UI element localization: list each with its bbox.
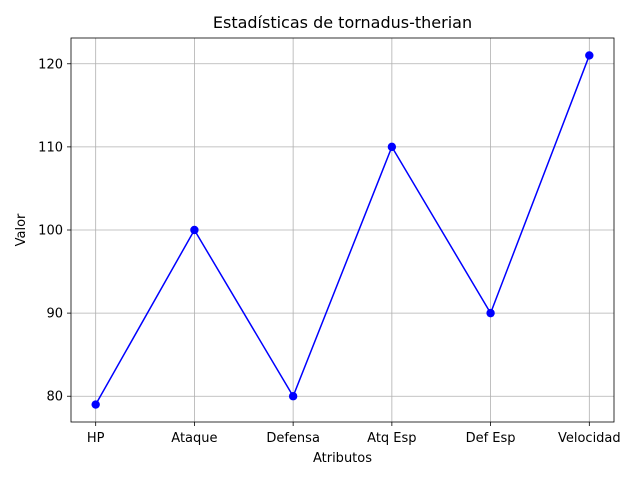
data-point-velocidad <box>585 51 594 60</box>
x-axis-label: Atributos <box>313 451 372 466</box>
x-tick-label: Atq Esp <box>367 431 416 446</box>
ticks: HP Ataque Defensa Atq Esp Def Esp Velocidad 80… <box>38 57 620 446</box>
data-point-def-esp <box>486 308 495 318</box>
y-tick-label: 90 <box>46 307 63 322</box>
x-tick-label: Ataque <box>171 431 217 446</box>
data-point-ataque <box>190 225 199 235</box>
y-axis-label: Valor <box>14 213 29 246</box>
y-tick-label: 100 <box>38 224 63 239</box>
x-tick-label: Defensa <box>266 431 320 446</box>
series-line <box>95 55 591 405</box>
chart-title: Estadísticas de tornadus-therian <box>213 13 472 32</box>
y-tick-label: 80 <box>46 390 63 405</box>
data-point-hp <box>91 400 100 409</box>
x-tick-label: Def Esp <box>466 431 516 446</box>
x-tick-label: Velocidad <box>558 431 621 446</box>
y-tick-label: 110 <box>38 140 63 155</box>
data-series <box>91 51 594 409</box>
data-point-defensa <box>288 392 298 401</box>
data-point-atq-esp <box>387 142 397 152</box>
y-tick-label: 120 <box>38 57 63 72</box>
x-tick-label: HP <box>87 431 105 446</box>
